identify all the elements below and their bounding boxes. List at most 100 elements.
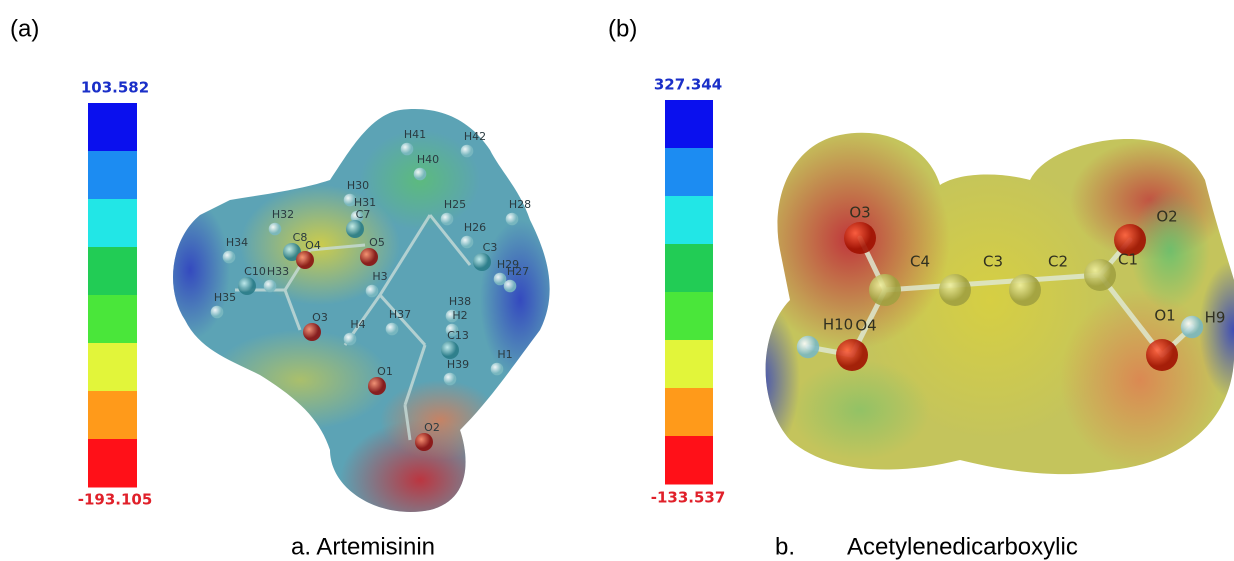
atom-sphere — [505, 212, 519, 226]
atom-sphere — [836, 339, 868, 371]
bonds-a — [235, 214, 472, 441]
scale-min: -193.105 — [78, 491, 153, 509]
panel-label: (b) — [608, 15, 637, 42]
atom-label: C3 — [483, 241, 498, 254]
atom-label: O4 — [855, 317, 876, 335]
atom-sphere — [869, 274, 901, 306]
atom-label: C1 — [1118, 251, 1138, 269]
atom-sphere — [473, 253, 491, 271]
atom-sphere — [268, 222, 282, 236]
atom-label: H27 — [507, 265, 529, 278]
atom-sphere — [490, 362, 504, 376]
atom-label: H3 — [372, 270, 387, 283]
scale-block — [88, 103, 137, 152]
atom-label: O1 — [1154, 307, 1175, 325]
atom-label: C2 — [1048, 253, 1068, 271]
atom-label: O1 — [377, 365, 393, 378]
atom-sphere — [460, 144, 474, 158]
atom-label: C4 — [910, 253, 930, 271]
atom-sphere — [400, 142, 414, 156]
atom-label: C10 — [244, 265, 266, 278]
atom-sphere — [1009, 274, 1041, 306]
scale-block — [665, 436, 713, 485]
atom-sphere — [210, 305, 224, 319]
atom-sphere — [493, 272, 507, 286]
scale-max: 327.344 — [654, 76, 722, 94]
scale-block — [88, 151, 137, 200]
atom-sphere — [939, 274, 971, 306]
scale-block — [665, 244, 713, 293]
panel-label: (a) — [10, 15, 39, 42]
atom-label: H34 — [226, 236, 248, 249]
atom-label: H32 — [272, 208, 294, 221]
atom-label: H40 — [417, 153, 439, 166]
atom-sphere — [1180, 315, 1204, 339]
atom-label: H10 — [823, 316, 853, 334]
caption: b. Acetylenedicarboxylic — [775, 533, 1078, 560]
scale-block — [88, 247, 137, 296]
atom-label: C7 — [356, 208, 371, 221]
scale-block — [665, 196, 713, 245]
scale-block — [88, 199, 137, 248]
atom-label: H28 — [509, 198, 531, 211]
atom-sphere — [445, 309, 459, 323]
atom-label: H38 — [449, 295, 471, 308]
atom-sphere — [1114, 224, 1146, 256]
atom-label: H4 — [350, 318, 365, 331]
atom-label: O4 — [305, 239, 321, 252]
atom-sphere — [365, 284, 379, 298]
scale-max: 103.582 — [81, 79, 149, 97]
scale-block — [665, 388, 713, 437]
atom-label: O3 — [312, 311, 328, 324]
atom-sphere — [415, 433, 433, 451]
atom-label: H30 — [347, 179, 369, 192]
atom-label: O2 — [424, 421, 440, 434]
atom-label: O3 — [849, 204, 870, 222]
atom-sphere — [796, 335, 820, 359]
atom-label: H29 — [497, 258, 519, 271]
atom-label: H41 — [404, 128, 426, 141]
atom-label: O5 — [369, 236, 385, 249]
atom-sphere — [360, 248, 378, 266]
atom-label: C3 — [983, 253, 1003, 271]
atom-label: H26 — [464, 221, 486, 234]
scale-block — [88, 295, 137, 344]
atom-sphere — [385, 322, 399, 336]
atom-sphere — [296, 251, 314, 269]
atom-sphere — [413, 167, 427, 181]
atom-sphere — [445, 323, 459, 337]
surface-b — [765, 132, 1234, 475]
atom-sphere — [1084, 259, 1116, 291]
atom-label: H31 — [354, 196, 376, 209]
atom-sphere — [222, 250, 236, 264]
atom-sphere — [263, 279, 277, 293]
atom-label: H39 — [447, 358, 469, 371]
atom-sphere — [503, 279, 517, 293]
atom-label: H1 — [497, 348, 512, 361]
scale-min: -133.537 — [651, 489, 726, 507]
atom-sphere — [443, 372, 457, 386]
atom-sphere — [1146, 339, 1178, 371]
atom-label: H33 — [267, 265, 289, 278]
atom-sphere — [440, 212, 454, 226]
atom-sphere — [283, 243, 301, 261]
atom-label: H42 — [464, 130, 486, 143]
atom-sphere — [346, 220, 364, 238]
scale-block — [665, 340, 713, 389]
atom-sphere — [303, 323, 321, 341]
scale-block — [665, 292, 713, 341]
atom-sphere — [238, 277, 256, 295]
atom-sphere — [441, 341, 459, 359]
scale-block — [88, 391, 137, 440]
scale-block — [88, 439, 137, 488]
atom-sphere — [460, 235, 474, 249]
atom-label: O2 — [1156, 208, 1177, 226]
atom-label: H37 — [389, 308, 411, 321]
atom-sphere — [844, 222, 876, 254]
scale-block — [665, 148, 713, 197]
atom-label: C8 — [293, 231, 308, 244]
scale-block — [88, 343, 137, 392]
atom-label: C13 — [447, 329, 469, 342]
atom-label: H35 — [214, 291, 236, 304]
